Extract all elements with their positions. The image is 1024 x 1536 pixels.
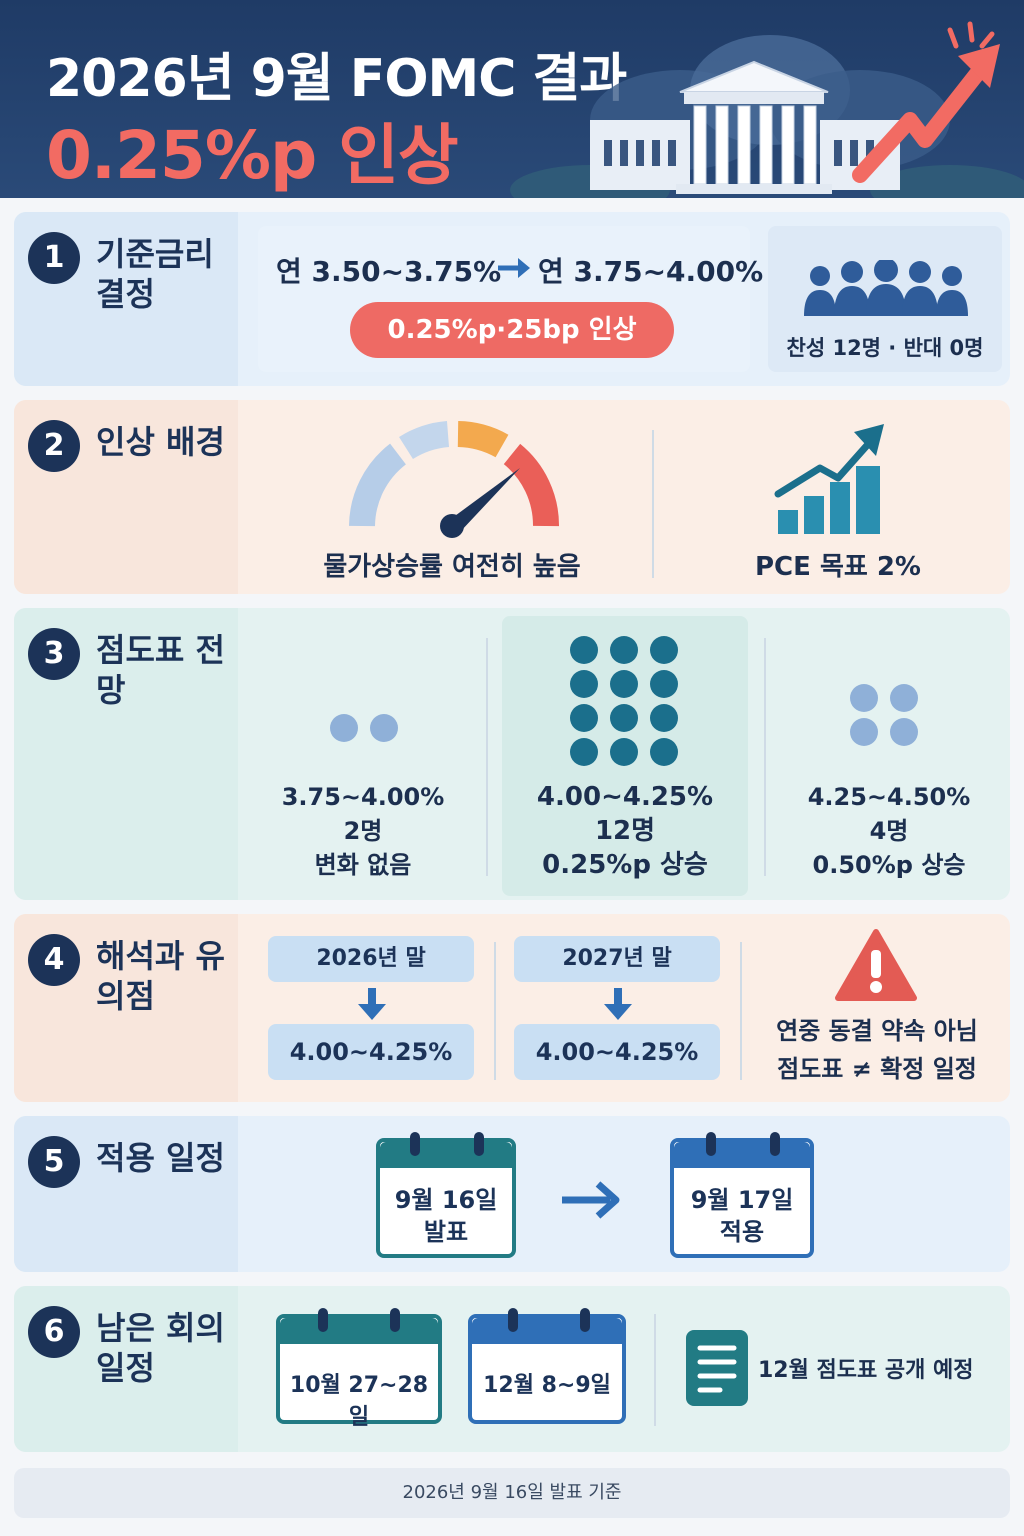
page-title: 2026년 9월 FOMC 결과	[46, 49, 627, 109]
dot	[610, 670, 638, 698]
dot-plot-note: 12월 점도표 공개 예정	[758, 1358, 974, 1383]
dot	[570, 738, 598, 766]
dot	[850, 718, 878, 746]
fed-building-illustration	[510, 21, 1024, 198]
outlook-year: 2026년 말	[268, 936, 474, 982]
section-rate-decision: 1 기준금리 결정 연 3.50~3.75% 연 3.75~4.00% 0.25…	[14, 212, 1010, 386]
dot-group-count: 12명	[594, 816, 656, 846]
apply-date: 9월 17일	[690, 1186, 794, 1214]
dot-group-range: 3.75~4.00%	[281, 783, 445, 811]
rate-to: 연 3.75~4.00%	[538, 255, 764, 288]
dot	[610, 636, 638, 664]
arrow-down-icon	[358, 988, 386, 1020]
footer-note: 2026년 9월 16일 발표 기준	[14, 1468, 1010, 1518]
warning-icon	[835, 929, 917, 1001]
dot	[890, 684, 918, 712]
dot-group-count: 4명	[869, 817, 909, 845]
calendar-icon: 10월 27~28일	[276, 1308, 442, 1430]
section-number-badge: 2	[28, 420, 80, 472]
outlook-rate: 4.00~4.25%	[514, 1024, 720, 1080]
announce-date: 9월 16일	[394, 1186, 498, 1214]
section-number-badge: 5	[28, 1136, 80, 1188]
dot	[610, 704, 638, 732]
dot	[650, 738, 678, 766]
calendar-icon: 9월 16일 발표	[376, 1132, 516, 1258]
dot-group-range: 4.25~4.50%	[807, 783, 971, 811]
section-number-badge: 4	[28, 934, 80, 986]
arrow-right-icon	[562, 1181, 620, 1219]
dot-group-count: 2명	[343, 817, 383, 845]
section-number-badge: 3	[28, 628, 80, 680]
dot	[650, 636, 678, 664]
inflation-gauge-icon	[349, 421, 560, 538]
calendar-icon: 9월 17일 적용	[670, 1132, 814, 1258]
dot	[330, 714, 358, 742]
arrow-down-icon	[604, 988, 632, 1020]
outlook-rate: 4.00~4.25%	[268, 1024, 474, 1080]
section-number-badge: 1	[28, 232, 80, 284]
section-title: 기준금리 결정	[96, 235, 214, 313]
hike-pill: 0.25%p·25bp 인상	[350, 302, 674, 358]
dot	[570, 704, 598, 732]
outlook-year: 2027년 말	[514, 936, 720, 982]
dot-group-range: 4.00~4.25%	[536, 782, 714, 812]
section-schedule: 5 적용 일정 9월 16일 발표 9월 17일 적용	[14, 1116, 1010, 1272]
dot	[890, 718, 918, 746]
pce-target-label: PCE 목표 2%	[755, 552, 921, 582]
arrow-right-icon	[498, 258, 530, 278]
caution-text: 연중 동결 약속 아님	[776, 1017, 978, 1045]
section-dot-plot: 3 점도표 전망 3.75~4.00% 2명 변화 없음 4.00~4.25% …	[14, 608, 1010, 900]
header-banner: 2026년 9월 FOMC 결과 0.25%p 인상	[0, 0, 1024, 198]
rate-from: 연 3.50~3.75%	[276, 255, 502, 288]
calendar-icon: 12월 8~9일	[468, 1308, 626, 1424]
section-number-badge: 6	[28, 1306, 80, 1358]
dot-group-change: 변화 없음	[314, 851, 412, 879]
committee-members-icon	[804, 260, 968, 316]
inflation-label: 물가상승률 여전히 높음	[323, 552, 581, 582]
section-title: 적용 일정	[96, 1139, 225, 1177]
dot	[610, 738, 638, 766]
dot-group-change: 0.25%p 상승	[542, 850, 708, 880]
section-hike-background: 2 인상 배경 물가상승률 여전히 높음 PCE 목표 2%	[14, 400, 1010, 594]
section-title: 점도표 전망	[96, 631, 225, 709]
dot	[570, 670, 598, 698]
caution-text: 점도표 ≠ 확정 일정	[777, 1055, 977, 1083]
dot	[850, 684, 878, 712]
meeting-date: 12월 8~9일	[483, 1373, 611, 1398]
page-subtitle: 0.25%p 인상	[46, 117, 459, 194]
dot	[650, 704, 678, 732]
section-title: 인상 배경	[96, 423, 225, 461]
section-title: 남은 회의 일정	[96, 1309, 225, 1387]
apply-label: 적용	[719, 1218, 765, 1246]
section-remaining-meetings: 6 남은 회의 일정 10월 27~28일 12월 8~9일 12월 점도표 공…	[14, 1286, 1010, 1452]
dot	[370, 714, 398, 742]
dot-group-change: 0.50%p 상승	[812, 851, 966, 879]
section-title: 해석과 유의점	[96, 937, 225, 1015]
meeting-date: 10월 27~28일	[289, 1373, 429, 1430]
document-icon	[686, 1330, 748, 1406]
rising-bar-chart-icon	[774, 424, 884, 534]
dot	[570, 636, 598, 664]
section-interpretation: 4 해석과 유의점 2026년 말 4.00~4.25% 2027년 말 4.0…	[14, 914, 1010, 1102]
vote-result: 찬성 12명 · 반대 0명	[786, 336, 984, 360]
announce-label: 발표	[423, 1218, 469, 1246]
dot	[650, 670, 678, 698]
